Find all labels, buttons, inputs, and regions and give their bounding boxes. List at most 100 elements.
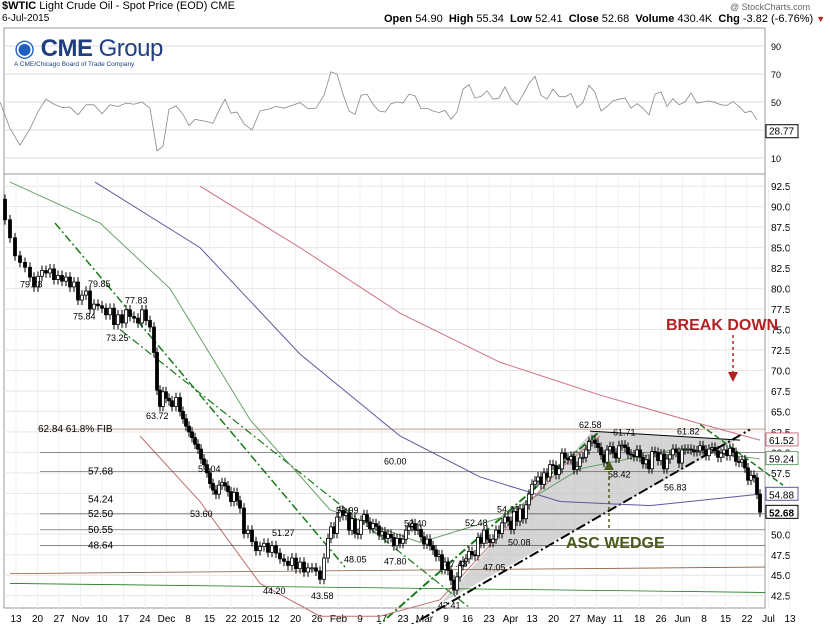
candle-body: [322, 557, 326, 580]
candle-body: [584, 449, 588, 458]
instrument-name: Light Crude Oil - Spot Price (EOD): [39, 0, 208, 12]
candle-body: [650, 451, 654, 470]
candle-body: [647, 459, 651, 470]
candle-body: [368, 521, 372, 529]
candle-body: [170, 400, 174, 407]
candle-body: [274, 545, 278, 554]
x-tick-label: Apr: [503, 614, 519, 624]
candle-body: [557, 468, 561, 475]
price-annotation: 50.08: [508, 538, 531, 548]
x-tick-label: Nov: [72, 614, 90, 624]
candle-body: [554, 465, 558, 475]
candle-body: [398, 537, 402, 544]
candle-body: [710, 447, 714, 450]
candle-body: [740, 459, 744, 463]
x-tick-label: 11: [613, 614, 624, 624]
candle-body: [290, 557, 294, 566]
ma-100: [94, 181, 761, 507]
candle-body: [92, 303, 96, 310]
candle-body: [551, 464, 555, 467]
candle-body: [533, 480, 537, 485]
candle-body: [56, 275, 60, 280]
candle-body: [258, 546, 262, 552]
candle-body: [229, 491, 233, 502]
symbol: $WTIC: [2, 0, 37, 12]
candle-body: [148, 320, 152, 328]
candle-body: [36, 275, 40, 288]
candle-body: [428, 538, 432, 547]
x-tick-label: 13: [526, 614, 538, 624]
candle-body: [539, 476, 543, 485]
candle-body: [476, 537, 480, 556]
candle-body: [509, 520, 513, 530]
candle-body: [635, 449, 639, 457]
candle-body: [286, 560, 290, 566]
rsi-tick-label: 10: [771, 154, 781, 164]
asc-wedge-fill: [440, 431, 738, 604]
x-tick-label: 26: [655, 614, 667, 624]
fib-fan-line: [9, 566, 766, 574]
price-annotation: 48.05: [344, 554, 367, 564]
candle-body: [184, 418, 188, 427]
x-tick-label: 23: [397, 614, 409, 624]
candle-body: [749, 474, 753, 481]
downtrend-line-2: [119, 329, 471, 609]
price-annotation: 63.72: [146, 411, 169, 421]
candle-body: [386, 533, 390, 539]
candle-body: [362, 514, 366, 521]
candle-body: [76, 281, 80, 301]
candle-body: [689, 448, 693, 451]
cme-group-logo: ◉ CME Group A CME/Chicago Board of Trade…: [14, 35, 163, 68]
candle-body: [581, 456, 585, 459]
candle-body: [250, 529, 254, 543]
candle-body: [464, 558, 468, 562]
candle-body: [656, 451, 660, 461]
candle-body: [680, 449, 684, 464]
candle-body: [416, 528, 420, 531]
candle-body: [737, 460, 741, 463]
candle-body: [560, 452, 564, 470]
price-annotation: 47.80: [384, 556, 407, 566]
candle-body: [503, 516, 507, 524]
candle-body: [683, 448, 687, 451]
candle-body: [431, 545, 435, 551]
candle-body: [124, 309, 128, 324]
candle-body: [527, 493, 531, 506]
x-tick-label: 27: [53, 614, 65, 624]
price-flag-label: 59.24: [769, 455, 794, 466]
candle-body: [365, 514, 369, 523]
candle-body: [629, 453, 633, 456]
x-tick-label: 15: [204, 614, 216, 624]
candle-body: [545, 472, 549, 478]
wedge-lower-trendline: [410, 428, 751, 624]
candle-body: [695, 450, 699, 453]
candle-body: [392, 537, 396, 547]
candle-body: [686, 448, 690, 451]
candle-body: [144, 309, 148, 321]
price-annotation: 42.41: [438, 600, 461, 610]
price-annotation: 44.20: [263, 586, 286, 596]
logo-globe-icon: ◉: [14, 35, 35, 62]
candle-body: [599, 447, 603, 456]
candle-body: [623, 444, 627, 448]
close-value: 52.68: [601, 13, 630, 25]
price-annotation: 47.48: [445, 559, 468, 569]
candle-body: [112, 307, 116, 326]
candle-body: [458, 565, 462, 578]
candle-body: [719, 452, 723, 458]
price-flag-label: 61.52: [769, 436, 794, 447]
y-tick-label: 75.0: [771, 326, 791, 337]
candle-body: [494, 529, 498, 540]
rsi-last-flag: [765, 124, 799, 139]
candle-body: [96, 303, 100, 307]
candle-body: [40, 270, 44, 277]
candle-body: [500, 522, 504, 534]
price-annotation: 79.78: [20, 279, 43, 289]
candle-body: [310, 567, 314, 570]
candle-body: [52, 268, 56, 280]
candle-body: [614, 452, 618, 459]
open-value: 54.90: [415, 13, 443, 25]
candle-body: [326, 537, 330, 559]
price-annotation: 77.83: [125, 295, 148, 305]
